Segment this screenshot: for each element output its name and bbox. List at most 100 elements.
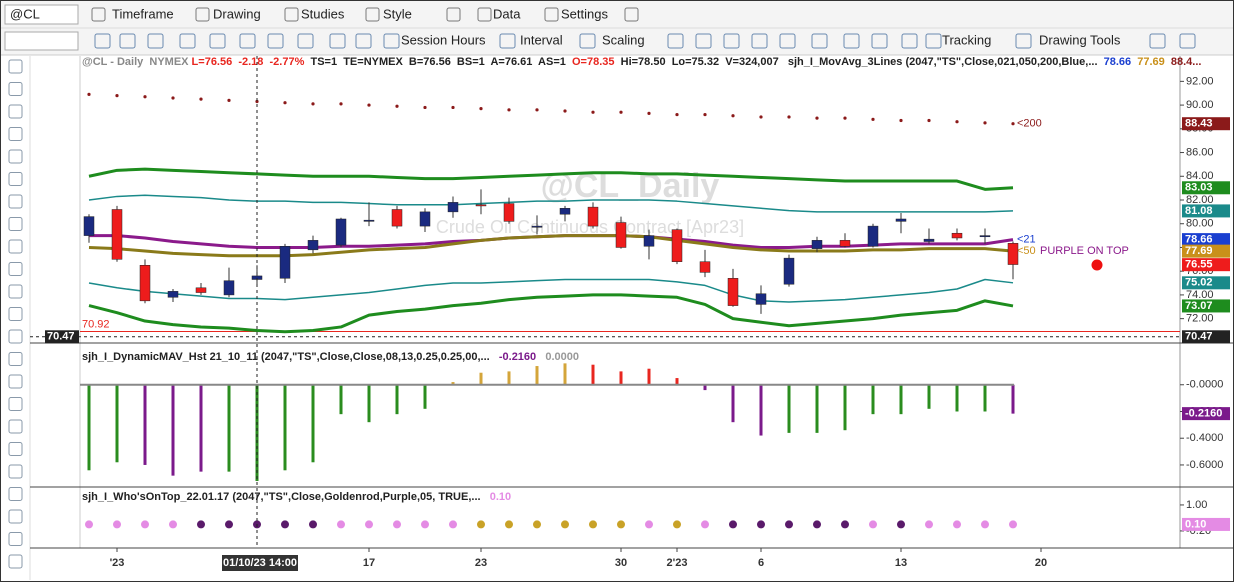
icon [355,33,372,49]
histogram-bar [787,384,791,433]
indicator-dot [479,107,483,111]
candle-body [951,232,963,239]
icon [695,33,712,49]
histogram-bar [899,384,903,415]
histogram-bar [731,384,735,423]
state-dot [617,520,625,529]
state-dot [533,520,541,529]
menu-item[interactable]: Interval [520,32,563,47]
indicator-dot [87,92,91,97]
icon [901,33,918,49]
indicator-dot [115,93,119,98]
indicator-dot [703,112,707,117]
indicator-dot [199,97,203,101]
price-badge-label: 78.66 [1185,234,1213,246]
symbol-box[interactable] [4,4,79,25]
y-tick-label: 86.00 [1186,146,1214,158]
tool-icon [8,464,23,479]
histogram-bar [395,384,399,415]
icon [119,33,136,49]
candle-body [1007,243,1019,265]
crosshair-time: 01/10/23 14:00 [223,557,297,569]
tool-icon [8,419,23,434]
state-dot [925,520,933,529]
y-tick-label: 84.00 [1186,170,1214,182]
indicator-dot [927,118,931,123]
indicator-dot [451,105,455,110]
candle-body [83,216,95,236]
histogram-bar [591,364,595,385]
tool-icon [8,149,23,164]
histogram-bar [675,378,679,385]
menu-item[interactable]: Settings [561,6,608,21]
interval-box[interactable] [4,31,79,51]
histogram-bar [143,384,147,465]
candle-body [447,202,459,213]
candle-body [895,218,907,222]
header-segment: 77.69 [1131,56,1165,68]
icon [297,33,314,49]
menu-item[interactable]: Drawing Tools [1039,32,1121,47]
header-segment: 0.10 [481,491,512,503]
histogram-bar [423,384,427,409]
histogram-bar [255,384,259,481]
x-tick-label: 17 [363,557,375,569]
x-tick-label: 6 [758,557,764,569]
menu-item[interactable]: Timeframe [112,6,174,21]
menu-item[interactable]: Data [493,6,521,21]
candle-body [335,218,347,246]
panel-header: @CL - Daily NYMEX L=76.56 -2.18 -2.77% T… [82,56,1201,68]
candle-body [979,235,991,238]
y-tick-label: -0.6000 [1186,459,1223,471]
state-dot [701,520,709,529]
toolbar-icons [8,7,1196,569]
x-tick-label: 20 [1035,557,1047,569]
indicator-dot [1011,122,1015,126]
candle-body [839,240,851,247]
histogram-bar [843,384,847,431]
tool-icon [8,554,23,569]
price-badge-label: 83.03 [1185,182,1213,194]
state-dot [113,520,121,529]
icon [1179,33,1196,49]
tool-icon [8,509,23,524]
y-tick-label: -0.4000 [1186,432,1223,444]
histogram-bar [507,371,511,385]
candle-body [195,287,207,293]
signal-dot [1091,259,1103,271]
indicator-dot [395,104,399,108]
y-tick-label: 1.00 [1186,499,1207,511]
menu-item[interactable]: Drawing [213,6,261,21]
state-dot [561,520,569,529]
icon [446,7,461,22]
icon [365,7,380,22]
menu-item[interactable]: Tracking [942,32,991,47]
state-dot [869,520,877,529]
menu-item[interactable]: Studies [301,6,345,21]
state-dot [477,520,485,529]
price-badge [1182,276,1230,290]
icon [499,33,516,49]
menu-item[interactable]: Session Hours [401,32,486,47]
level-label: 70.92 [82,318,110,330]
price-badge-label: 77.69 [1185,245,1213,257]
price-badge-label: 76.55 [1185,259,1213,271]
candle-body [559,208,571,215]
price-badge [1182,244,1230,258]
tool-icon [8,239,23,254]
price-badge-label: 88.43 [1185,118,1213,130]
menu-item[interactable]: Scaling [602,32,645,47]
indicator-dot [899,118,903,123]
menu-item[interactable]: Style [383,6,412,21]
price-badge [1182,181,1230,195]
indicator-dot [143,95,147,99]
indicator-dot [367,103,371,107]
header-segment: sjh_I_DynamicMAV_Hst 21_10_11 (2047,"TS"… [82,351,490,363]
icon [811,33,828,49]
x-tick-label: 30 [615,557,627,569]
price-badge-label: 70.47 [1185,331,1213,343]
symbol[interactable]: @CL [10,6,40,21]
price-badge [1182,407,1230,421]
indicator-dot [227,98,231,102]
